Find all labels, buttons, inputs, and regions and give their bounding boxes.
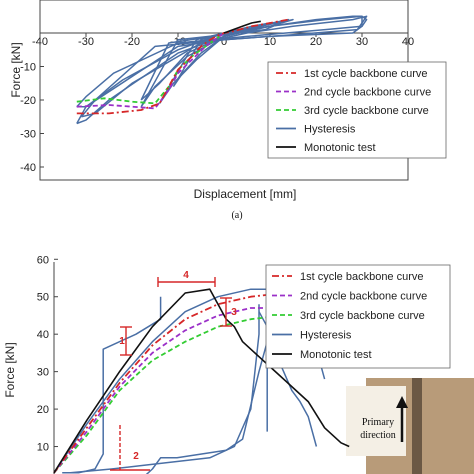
primary-direction-label-line: direction xyxy=(360,430,396,441)
primary-direction-arrowhead xyxy=(396,396,408,408)
panel-a-x-tick-label: 40 xyxy=(402,36,414,48)
panel-a-xlabel: Displacement [mm] xyxy=(194,187,297,201)
panel-b-y-tick-label: 60 xyxy=(37,254,49,266)
panel-a-hysteresis-loop xyxy=(172,25,262,88)
panel-a-legend-label: Monotonic test xyxy=(304,142,376,154)
panel-a-legend-label: 3rd cycle backbone curve xyxy=(304,105,429,117)
panel-a-x-tick-label: 20 xyxy=(310,36,322,48)
panel-b-y-tick-label: 10 xyxy=(37,442,49,454)
panel-b-legend-label: 2nd cycle backbone curve xyxy=(300,291,427,303)
panel-a-hysteresis-loop xyxy=(76,15,368,108)
panel-a-caption: (a) xyxy=(231,210,242,221)
annotation-4-label: 4 xyxy=(183,270,189,281)
panel-a-series xyxy=(76,15,368,125)
panel-a-y-tick-label: -10 xyxy=(20,62,36,74)
photo-inset: Primary direction xyxy=(346,378,474,474)
panel-b-legend-label: Hysteresis xyxy=(300,330,352,342)
panel-b-annotations: 4 1 3 2 xyxy=(110,270,237,471)
panel-a-2nd-cycle-backbone-curve-line xyxy=(76,32,225,110)
photo-inset-panel xyxy=(346,386,406,456)
panel-b-2nd-cycle-backbone-curve-line xyxy=(53,307,301,474)
panel-b-legend-label: 3rd cycle backbone curve xyxy=(300,310,425,322)
annotation-3-label: 3 xyxy=(231,307,237,318)
panel-a-hysteresis-loop xyxy=(80,15,368,118)
panel-a-x-tick-label: -30 xyxy=(78,36,94,48)
panel-a-x-tick-label: 10 xyxy=(264,36,276,48)
panel-a-x-tick-label: 30 xyxy=(356,36,368,48)
panel-b-hysteresis-loop xyxy=(70,304,260,474)
panel-a-x-tick-label: -20 xyxy=(124,36,140,48)
panel-a-3rd-cycle-backbone-curve-line xyxy=(76,32,225,105)
panel-a-legend-box xyxy=(267,61,447,159)
annotation-2-label: 2 xyxy=(133,451,139,462)
panel-a-legend-label: 2nd cycle backbone curve xyxy=(304,87,431,99)
panel-a-y-tick-label: -20 xyxy=(20,95,36,107)
panel-b: Force [kN] 10 20 30 40 50 60 Primary direction… xyxy=(3,254,474,474)
photo-inset-frame xyxy=(412,378,422,474)
panel-a-x-tick-label: -40 xyxy=(32,36,48,48)
panel-a-monotonic-test-line xyxy=(223,20,261,34)
panel-a-legend-label: 1st cycle backbone curve xyxy=(304,68,428,80)
panel-b-monotonic-test-line xyxy=(53,288,350,474)
panel-b-ylabel: Force [kN] xyxy=(3,342,17,397)
panel-a-ylabel: Force [kN] xyxy=(9,42,23,97)
panel-a-hysteresis-loop xyxy=(140,18,290,101)
panel-a-x-tick-label: 0 xyxy=(221,36,227,48)
panel-b-legend-label: Monotonic test xyxy=(300,349,372,361)
panel-b-legend-label: 1st cycle backbone curve xyxy=(300,271,424,283)
panel-a-1st-cycle-backbone-curve-line xyxy=(76,18,289,115)
primary-direction-label: Primary direction xyxy=(360,417,396,441)
panel-a-y-tick-label: -40 xyxy=(20,162,36,174)
panel-b-legend-box xyxy=(265,264,451,369)
panel-b-y-tick-label: 30 xyxy=(37,367,49,379)
panel-a: Force [kN] -40 -30 -20 -10 0 10 20 30 40 -10 -20 -… xyxy=(9,0,447,221)
panel-b-y-tick-label: 50 xyxy=(37,292,49,304)
panel-b-legend: 1st cycle backbone curve 2nd cycle backbo… xyxy=(265,264,451,369)
primary-direction-label-line: Primary xyxy=(362,417,394,428)
panel-a-legend: 1st cycle backbone curve 2nd cycle backbo… xyxy=(267,61,447,159)
panel-a-legend-label: Hysteresis xyxy=(304,124,356,136)
annotation-1-label: 1 xyxy=(119,336,125,347)
panel-b-y-tick-label: 20 xyxy=(37,404,49,416)
panel-a-y-tick-label: -30 xyxy=(20,129,36,141)
panel-a-y-ticks: -10 -20 -30 -40 xyxy=(20,62,44,174)
panel-b-3rd-cycle-backbone-curve-line xyxy=(53,314,301,474)
panel-b-y-ticks: 10 20 30 40 50 60 xyxy=(37,254,58,454)
panel-b-y-tick-label: 40 xyxy=(37,329,49,341)
